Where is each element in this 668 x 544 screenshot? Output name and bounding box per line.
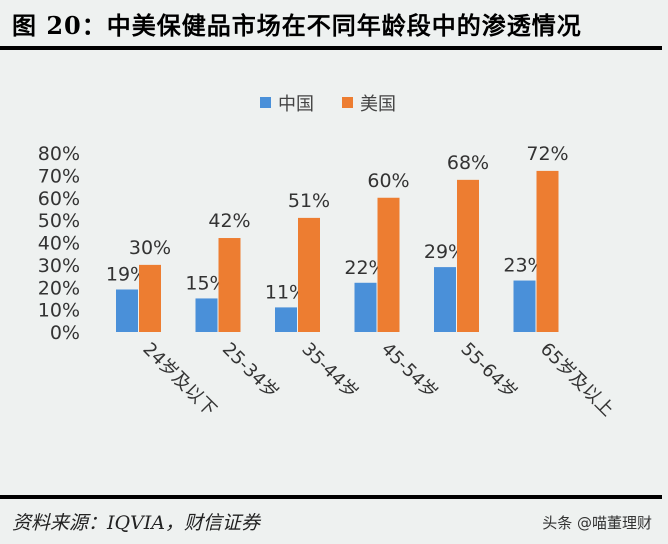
bar-usa	[298, 217, 320, 332]
x-tick-label: 45-54岁	[377, 339, 442, 404]
bar-usa	[377, 197, 400, 332]
legend-label-0: 中国	[278, 94, 314, 115]
y-tick-label: 30%	[38, 255, 80, 277]
footer-divider	[0, 495, 662, 499]
data-label: 29%	[424, 241, 466, 263]
y-tick-label: 50%	[38, 210, 80, 232]
x-tick-label: 35-44岁	[297, 339, 362, 404]
bar-usa	[218, 238, 241, 332]
y-tick-label: 40%	[38, 233, 80, 255]
data-label: 19%	[106, 263, 148, 285]
source-note: 资料来源：IQVIA，财信证券	[12, 512, 261, 534]
y-tick-label: 60%	[38, 188, 80, 210]
data-label: 22%	[344, 257, 386, 279]
bar-usa	[139, 264, 161, 332]
title-divider	[0, 46, 662, 50]
bar-china	[354, 282, 377, 332]
data-label: 68%	[447, 152, 489, 174]
data-label: 72%	[526, 143, 568, 165]
x-tick-label: 65岁及以上	[536, 339, 618, 421]
y-tick-label: 20%	[38, 277, 80, 299]
y-tick-label: 80%	[38, 143, 80, 165]
data-label: 51%	[288, 190, 330, 212]
y-tick-label: 0%	[50, 322, 80, 344]
y-tick-label: 10%	[38, 300, 80, 322]
bar-usa	[457, 179, 479, 332]
watermark: 头条 @喵董理财	[542, 514, 652, 532]
bar-usa	[536, 170, 559, 332]
bar-china	[513, 280, 536, 332]
data-label: 30%	[129, 237, 171, 259]
y-tick-label: 70%	[38, 165, 80, 187]
bar-china	[195, 298, 218, 332]
legend-swatch-0	[260, 97, 271, 108]
data-label: 42%	[208, 210, 250, 232]
x-tick-label: 55-64岁	[456, 339, 521, 404]
x-tick-label: 25-34岁	[218, 339, 283, 404]
data-label: 15%	[185, 272, 227, 294]
legend-label-1: 美国	[360, 94, 396, 115]
x-tick-label: 24岁及以下	[138, 339, 220, 421]
data-label: 11%	[265, 281, 307, 303]
bar-china	[116, 289, 138, 332]
data-label: 23%	[503, 255, 545, 277]
bar-china	[434, 267, 456, 332]
data-label: 60%	[367, 170, 409, 192]
legend-swatch-1	[342, 97, 353, 108]
chart-title: 图 20：中美保健品市场在不同年龄段中的渗透情况	[12, 11, 582, 40]
bar-china	[275, 307, 297, 332]
